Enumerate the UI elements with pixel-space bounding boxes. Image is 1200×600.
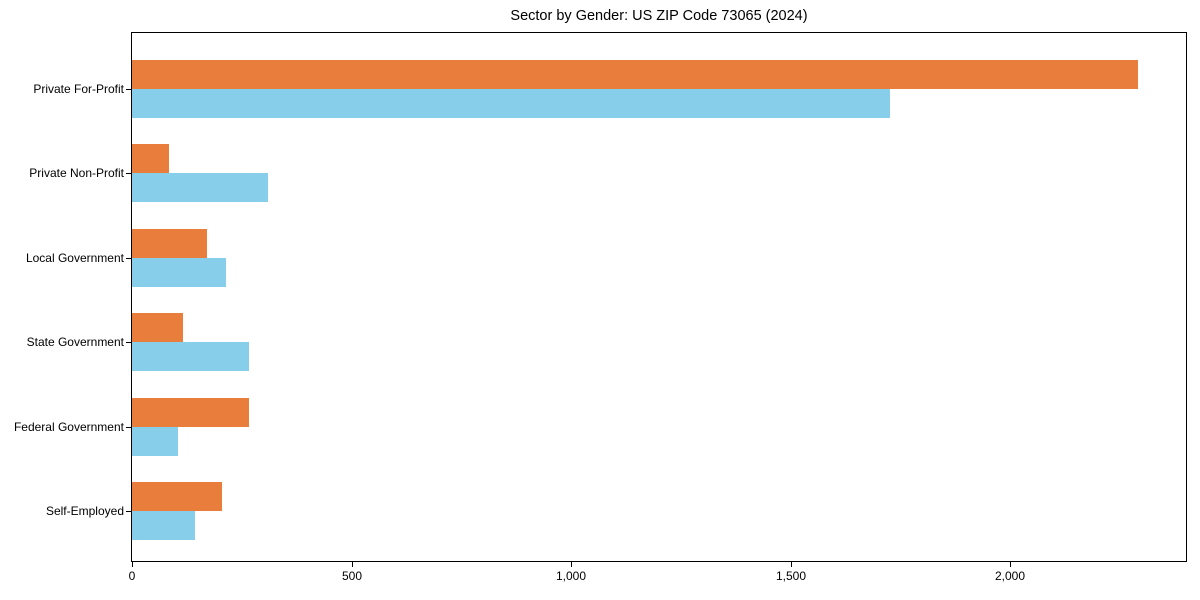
- ytick-label-private-for-profit: Private For-Profit: [33, 82, 124, 96]
- ytick-mark-state-government: [126, 342, 131, 344]
- xtick-label-2-000: 2,000: [994, 569, 1026, 583]
- xtick-label-500: 500: [341, 569, 363, 583]
- bar-female-federal-government: [132, 426, 178, 456]
- xtick-mark-500: [352, 562, 353, 567]
- xtick-mark-2-000: [1010, 562, 1011, 567]
- bar-male-state-government: [132, 313, 183, 343]
- bar-male-private-non-profit: [132, 144, 169, 174]
- bar-male-local-government: [132, 228, 207, 258]
- ytick-mark-self-employed: [126, 511, 131, 512]
- bar-male-federal-government: [132, 397, 249, 427]
- bar-male-private-for-profit: [132, 60, 1138, 89]
- xtick-label-0: 0: [128, 569, 136, 583]
- bar-male-self-employed: [132, 482, 222, 511]
- xtick-label-1-000: 1,000: [555, 569, 587, 583]
- ytick-label-federal-government: Federal Government: [13, 419, 124, 434]
- bar-female-local-government: [132, 257, 226, 287]
- ytick-label-self-employed: Self-Employed: [45, 504, 124, 518]
- ytick-label-private-non-profit: Private Non-Profit: [29, 166, 124, 181]
- xtick-label-1-500: 1,500: [775, 569, 807, 583]
- bar-female-self-employed: [132, 511, 195, 540]
- bar-female-private-for-profit: [132, 89, 890, 118]
- xtick-mark-0: [132, 562, 133, 567]
- ytick-label-state-government: State Government: [26, 335, 124, 350]
- ytick-mark-private-for-profit: [126, 89, 131, 90]
- bar-female-state-government: [132, 342, 249, 372]
- xtick-mark-1-500: [791, 562, 792, 567]
- ytick-label-local-government: Local Government: [25, 250, 124, 265]
- xtick-mark-1-000: [571, 562, 572, 567]
- ytick-mark-private-non-profit: [126, 173, 131, 175]
- plot-area: Male Female: [131, 32, 1187, 562]
- ytick-mark-local-government: [126, 257, 131, 259]
- ytick-mark-federal-government: [126, 426, 131, 428]
- chart-title: Sector by Gender: US ZIP Code 73065 (202…: [510, 8, 808, 24]
- bar-female-private-non-profit: [132, 173, 268, 203]
